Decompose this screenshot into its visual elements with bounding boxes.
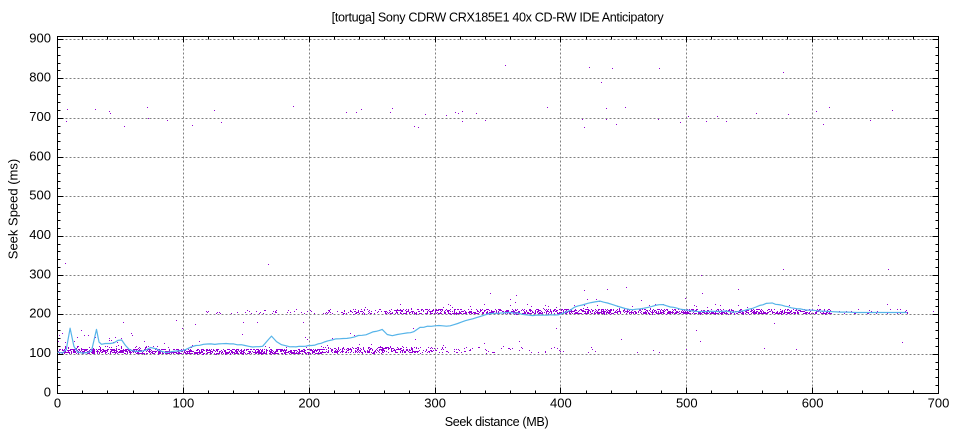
svg-text:200: 200 xyxy=(29,306,51,321)
svg-text:Seek Speed (ms): Seek Speed (ms) xyxy=(6,159,21,259)
svg-text:900: 900 xyxy=(29,30,51,45)
svg-text:200: 200 xyxy=(298,396,320,411)
svg-text:100: 100 xyxy=(173,396,195,411)
svg-text:100: 100 xyxy=(29,345,51,360)
svg-text:700: 700 xyxy=(29,109,51,124)
svg-text:400: 400 xyxy=(550,396,572,411)
svg-text:400: 400 xyxy=(29,227,51,242)
svg-text:700: 700 xyxy=(928,396,950,411)
svg-text:0: 0 xyxy=(44,384,51,399)
svg-text:300: 300 xyxy=(424,396,446,411)
svg-text:300: 300 xyxy=(29,266,51,281)
svg-text:Seek distance (MB): Seek distance (MB) xyxy=(445,415,549,429)
svg-text:[tortuga] Sony CDRW CRX185E1 4: [tortuga] Sony CDRW CRX185E1 40x CD-RW I… xyxy=(332,11,665,25)
svg-text:500: 500 xyxy=(676,396,698,411)
svg-text:800: 800 xyxy=(29,70,51,85)
svg-text:600: 600 xyxy=(29,148,51,163)
svg-text:0: 0 xyxy=(54,396,61,411)
svg-text:600: 600 xyxy=(802,396,824,411)
svg-text:500: 500 xyxy=(29,188,51,203)
